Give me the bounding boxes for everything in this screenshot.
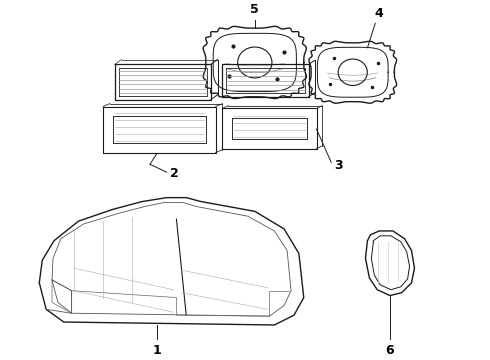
- Text: 3: 3: [334, 159, 343, 172]
- Text: 1: 1: [152, 343, 161, 357]
- Text: 2: 2: [170, 167, 178, 180]
- Text: 4: 4: [375, 7, 384, 20]
- Text: 5: 5: [250, 3, 259, 17]
- Text: 6: 6: [386, 343, 394, 357]
